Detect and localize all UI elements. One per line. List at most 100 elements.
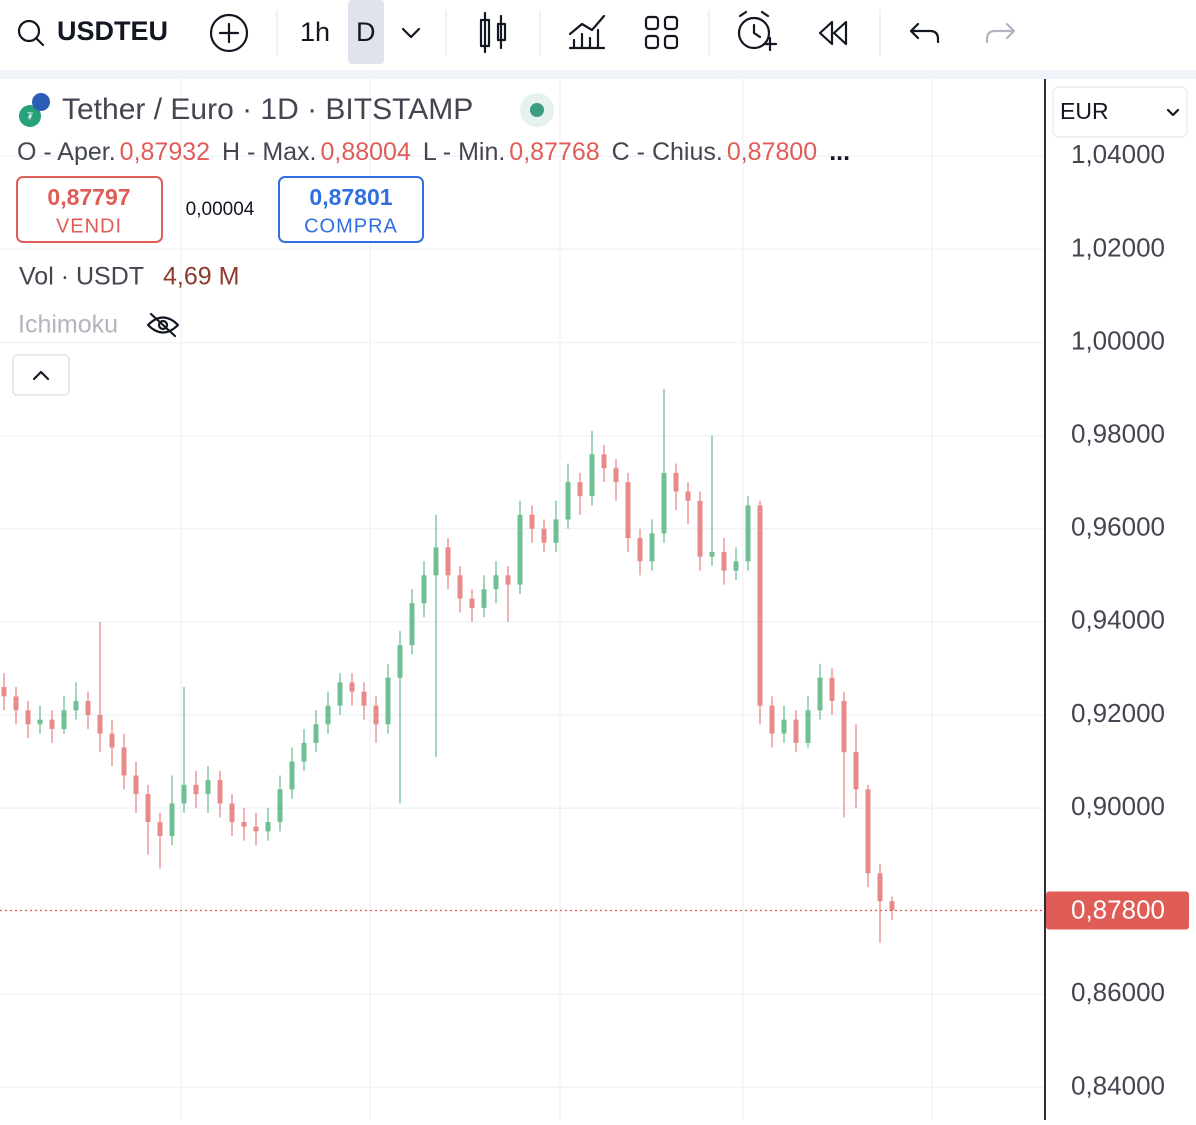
currency[interactable]: EUR <box>1060 98 1109 124</box>
ohlc-value: 0,87932 <box>120 138 210 166</box>
candle-body <box>397 645 403 678</box>
sell-label: VENDI <box>56 215 122 237</box>
candle-body <box>349 682 355 692</box>
interval-button[interactable]: D <box>356 17 376 47</box>
candle-body <box>169 803 175 837</box>
candle-body <box>637 538 643 562</box>
candle-body <box>829 677 835 701</box>
candle-body <box>853 752 859 790</box>
ohlc-label: H - Max. <box>222 138 316 166</box>
candle-body <box>793 719 799 743</box>
layouts-button[interactable] <box>644 15 679 50</box>
y-tick-label: 1,00000 <box>1071 325 1165 355</box>
candle-body <box>457 575 463 599</box>
candle-body <box>613 468 619 483</box>
svg-text:₮: ₮ <box>27 112 33 123</box>
candle-body <box>517 514 523 585</box>
symbol-icon: ₮ <box>19 93 50 127</box>
currency-select[interactable]: EUR <box>1052 86 1188 138</box>
candle-body <box>145 794 151 823</box>
candle-body <box>733 561 739 571</box>
y-tick-label: 1,02000 <box>1071 232 1165 262</box>
candle-body <box>841 700 847 753</box>
collapse-legend[interactable] <box>12 354 70 396</box>
symbol[interactable]: USDTEU <box>57 16 168 46</box>
interval-dropdown[interactable] <box>401 27 421 39</box>
sell-button[interactable]: 0,87797 VENDI <box>16 176 163 243</box>
candle-body <box>805 710 811 743</box>
candle-body <box>865 789 871 874</box>
candle-body <box>505 575 511 585</box>
ohlc-value: 0,88004 <box>321 138 411 166</box>
candle-body <box>877 873 883 902</box>
candle-body <box>277 789 283 823</box>
alert-button[interactable] <box>737 10 778 52</box>
candle-body <box>157 822 163 837</box>
y-tick-label: 0,96000 <box>1071 512 1165 542</box>
candle-body <box>685 491 691 501</box>
candle-body <box>133 775 139 795</box>
ohlc-value: 0,87800 <box>727 138 817 166</box>
ohlc-more[interactable]: ... <box>829 138 850 166</box>
buy-label: COMPRA <box>304 215 398 237</box>
y-tick-label: 1,04000 <box>1071 139 1165 169</box>
ohlc-value: 0,87768 <box>509 138 599 166</box>
market-status-dot <box>530 103 544 117</box>
volume-label: Vol · USDT <box>19 263 144 291</box>
ohlc-label: L - Min. <box>423 138 505 166</box>
candle-body <box>697 500 703 557</box>
price-axis: 1,04000 1,02000 1,00000 0,98000 0,96000 0,940… <box>1046 139 1189 1100</box>
y-tick-label: 0,86000 <box>1071 977 1165 1007</box>
interval-button[interactable]: 1h <box>300 17 330 47</box>
candle-body <box>109 733 115 748</box>
candle-body <box>817 677 823 711</box>
candle-body <box>481 589 487 608</box>
candle-body <box>1 687 7 697</box>
search-button[interactable]: USDTEU <box>17 16 168 46</box>
candle-body <box>889 901 895 911</box>
candle-body <box>421 575 427 604</box>
y-tick-label: 0,94000 <box>1071 605 1165 635</box>
candle-body <box>37 719 43 725</box>
candle-body <box>445 547 451 576</box>
add-symbol-button[interactable] <box>209 13 249 53</box>
candle-body <box>205 780 211 795</box>
candle-body <box>361 691 367 706</box>
candle-body <box>661 472 667 534</box>
candle-body <box>61 710 67 729</box>
redo-button[interactable] <box>985 22 1016 44</box>
replay-button[interactable] <box>818 20 848 46</box>
candle-body <box>721 552 727 571</box>
candle-body <box>73 700 79 711</box>
candle-body <box>193 784 199 795</box>
undo-button[interactable] <box>909 22 940 44</box>
candle-body <box>313 724 319 743</box>
buy-button[interactable]: 0,87801 COMPRA <box>278 176 424 243</box>
candle-body <box>373 705 379 725</box>
ohlc-label: C - Chius. <box>612 138 723 166</box>
candle-body <box>541 528 547 543</box>
buy-price: 0,87801 <box>309 184 392 210</box>
candle-body <box>769 705 775 734</box>
last-price-tag <box>1046 891 1189 930</box>
candle-body <box>289 761 295 790</box>
last-price-label: 0,87800 <box>1071 894 1165 924</box>
toolbar-divider <box>0 70 1196 79</box>
indicator-visibility[interactable] <box>146 312 180 338</box>
candle-body <box>577 482 583 497</box>
indicators-button[interactable] <box>568 14 606 50</box>
y-tick-label: 0,92000 <box>1071 698 1165 728</box>
candle-body <box>469 598 475 608</box>
candle-body <box>97 714 103 734</box>
candle-body <box>529 514 535 529</box>
candle-body <box>709 552 715 557</box>
candle-body <box>229 803 235 823</box>
legend-title: Tether / Euro · 1D · BITSTAMP <box>62 93 473 126</box>
candle-body <box>601 454 607 469</box>
candle-body <box>337 682 343 706</box>
chart-type-button[interactable] <box>479 11 507 54</box>
y-tick-label: 0,84000 <box>1071 1070 1165 1100</box>
candle-body <box>325 705 331 725</box>
